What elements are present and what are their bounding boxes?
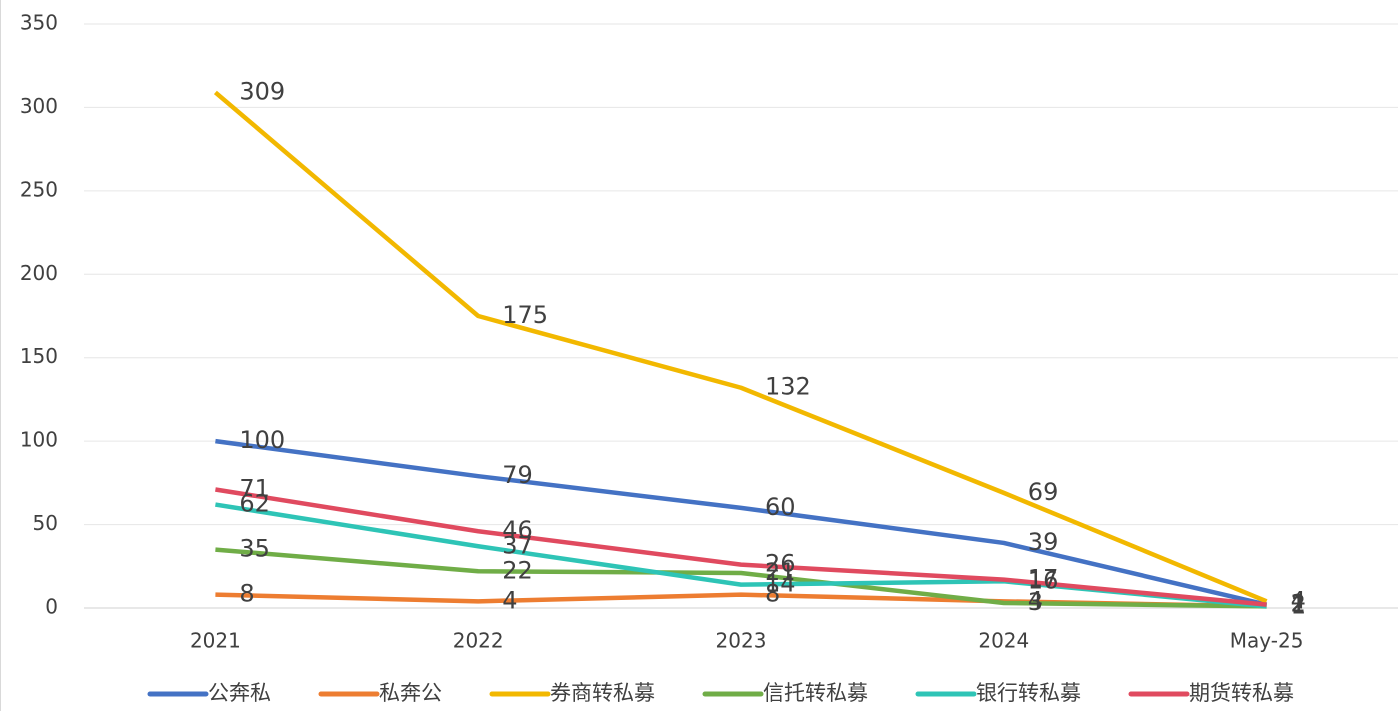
y-tick-label: 250 xyxy=(20,177,58,201)
data-label: 4 xyxy=(1291,586,1306,614)
y-tick-label: 150 xyxy=(20,344,58,368)
y-tick-label: 100 xyxy=(20,428,58,452)
data-label: 60 xyxy=(765,493,796,521)
data-label: 69 xyxy=(1028,478,1059,506)
data-label: 4 xyxy=(502,586,517,614)
data-label: 71 xyxy=(239,475,270,503)
legend-label: 银行转私募 xyxy=(976,681,1081,705)
data-label: 1 xyxy=(1291,591,1306,619)
y-tick-label: 0 xyxy=(45,595,58,619)
y-tick-label: 200 xyxy=(20,261,58,285)
legend-label: 期货转私募 xyxy=(1189,681,1294,705)
series-line xyxy=(215,438,1268,607)
y-tick-label: 50 xyxy=(33,511,58,535)
x-tick-label: 2023 xyxy=(716,629,767,653)
series-line xyxy=(213,90,1268,604)
data-label: 1 xyxy=(1291,591,1306,619)
data-label: 35 xyxy=(239,535,270,563)
data-label: 8 xyxy=(765,580,780,608)
data-label: 22 xyxy=(502,556,533,584)
data-label: 2 xyxy=(1291,590,1306,618)
legend-label: 公奔私 xyxy=(208,681,271,705)
legend-label: 信托转私募 xyxy=(763,681,868,705)
data-label: 37 xyxy=(502,531,533,559)
data-label: 132 xyxy=(765,373,811,401)
data-label: 3 xyxy=(1028,588,1043,616)
data-label: 8 xyxy=(239,580,254,608)
series-line xyxy=(215,487,1267,607)
x-tick-label: 2024 xyxy=(978,629,1029,653)
legend-label: 券商转私募 xyxy=(550,681,655,705)
y-tick-label: 350 xyxy=(20,11,58,35)
data-label: 2 xyxy=(1291,590,1306,618)
data-label: 175 xyxy=(502,301,548,329)
series-line xyxy=(215,547,1267,609)
legend-label: 私奔公 xyxy=(379,681,442,705)
data-label: 16 xyxy=(1028,566,1059,594)
data-label: 14 xyxy=(765,570,796,598)
x-tick-label: 2022 xyxy=(453,629,504,653)
data-label: 309 xyxy=(239,77,285,105)
data-label: 62 xyxy=(239,490,270,518)
data-label: 4 xyxy=(1028,586,1043,614)
y-tick-label: 300 xyxy=(20,94,58,118)
data-label: 79 xyxy=(502,461,533,489)
data-label: 21 xyxy=(765,558,796,586)
data-label: 39 xyxy=(1028,528,1059,556)
data-label: 17 xyxy=(1028,565,1059,593)
x-tick-label: 2021 xyxy=(190,629,241,653)
data-label: 1 xyxy=(1291,591,1306,619)
data-label: 26 xyxy=(765,550,796,578)
data-label: 100 xyxy=(239,426,285,454)
data-label: 46 xyxy=(502,516,533,544)
x-tick-label: May-25 xyxy=(1230,629,1304,653)
